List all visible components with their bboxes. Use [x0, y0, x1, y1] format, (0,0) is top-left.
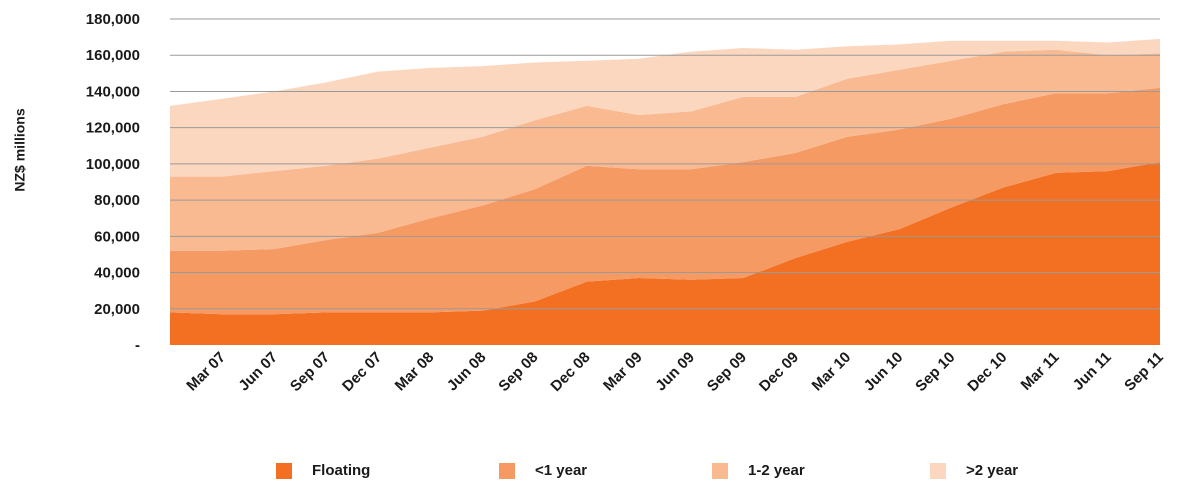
y-tick-label-2: 40,000: [94, 265, 140, 282]
x-tick-label-1: Jun 07: [235, 349, 281, 395]
legend-swatch-lt1year: [499, 463, 515, 479]
legend-label-1-2year: 1-2 year: [748, 462, 805, 479]
legend-item-lt1year: <1 year: [499, 459, 587, 483]
y-tick-label-9: 180,000: [86, 11, 140, 28]
x-tick-label-4: Mar 08: [392, 349, 438, 395]
area-series-0: [170, 162, 1160, 345]
y-tick-label-3: 60,000: [94, 228, 140, 245]
x-tick-label-0: Mar 07: [183, 349, 229, 395]
x-tick-label-11: Dec 09: [756, 349, 802, 395]
x-tick-label-5: Jun 08: [444, 349, 490, 395]
y-axis-title: NZ$ millions: [12, 108, 28, 191]
x-tick-label-8: Mar 09: [600, 349, 646, 395]
y-tick-label-8: 160,000: [86, 47, 140, 64]
legend-item-gt2year: >2 year: [930, 459, 1018, 483]
legend: Floating <1 year 1-2 year >2 year: [0, 459, 1183, 483]
x-tick-label-2: Sep 07: [287, 349, 333, 395]
x-tick-label-16: Mar 11: [1018, 349, 1063, 394]
x-tick-label-3: Dec 07: [339, 349, 385, 395]
legend-item-floating: Floating: [276, 459, 370, 483]
area-series-1: [170, 87, 1160, 315]
x-tick-label-6: Sep 08: [495, 349, 541, 395]
x-tick-label-17: Jun 11: [1070, 349, 1115, 394]
x-tick-label-9: Jun 09: [652, 349, 698, 395]
legend-swatch-floating: [276, 463, 292, 479]
legend-item-1-2year: 1-2 year: [712, 459, 805, 483]
x-tick-label-18: Sep 11: [1121, 349, 1167, 395]
legend-label-lt1year: <1 year: [535, 462, 588, 479]
x-tick-label-7: Dec 08: [547, 349, 593, 395]
gridlines: [170, 18, 1160, 310]
legend-label-floating: Floating: [312, 462, 371, 479]
y-tick-label-6: 120,000: [86, 120, 140, 137]
chart: NZ$ millions - 20,000 40,000 60,000 80,000 10…: [12, 11, 1167, 395]
y-tick-label-7: 140,000: [86, 83, 140, 100]
x-tick-label-10: Sep 09: [704, 349, 750, 395]
legend-swatch-gt2year: [930, 463, 946, 479]
y-tick-label-5: 100,000: [86, 156, 140, 173]
x-tick-label-14: Sep 10: [912, 349, 958, 395]
y-tick-label-1: 20,000: [94, 301, 140, 318]
x-tick-label-15: Dec 10: [964, 349, 1010, 395]
x-tick-label-13: Jun 10: [861, 349, 907, 395]
area-series-3: [170, 38, 1160, 177]
series-areas: [170, 38, 1160, 345]
legend-swatch-1-2year: [712, 463, 728, 479]
x-tick-label-12: Mar 10: [809, 349, 855, 395]
x-axis-tick-labels: Mar 07 Jun 07 Sep 07 Dec 07 Mar 08 Jun 08 Sep …: [183, 349, 1167, 395]
y-axis-tick-labels: - 20,000 40,000 60,000 80,000 100,000 120,000 1…: [86, 11, 140, 354]
y-tick-label-0: -: [135, 337, 140, 354]
legend-label-gt2year: >2 year: [966, 462, 1019, 479]
y-tick-label-4: 80,000: [94, 192, 140, 209]
